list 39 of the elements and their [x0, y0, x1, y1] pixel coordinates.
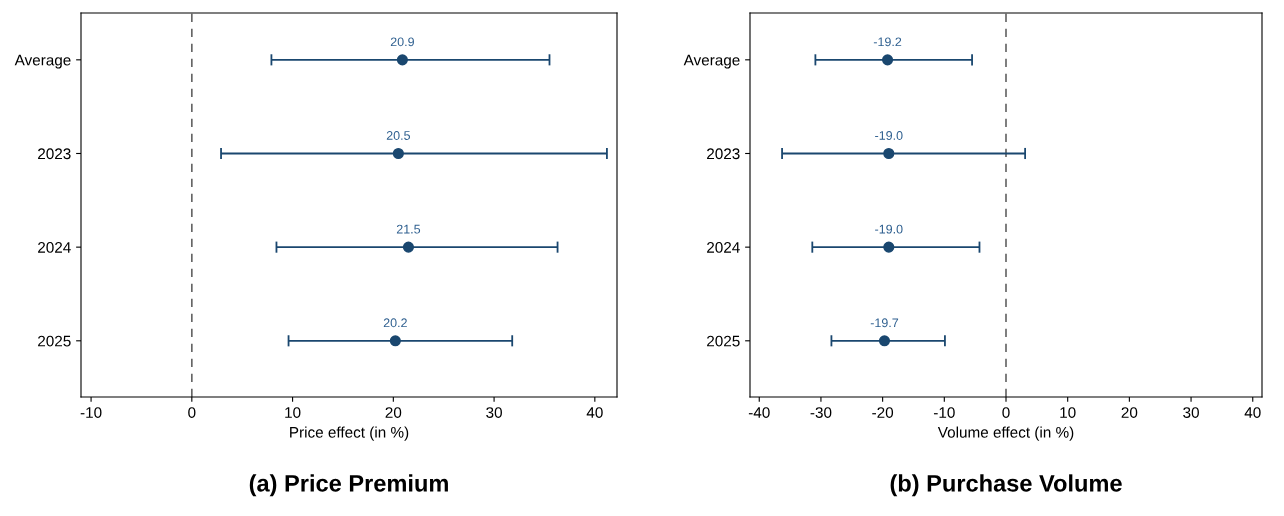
- x-tick-label: -40: [748, 407, 770, 418]
- x-tick-label: 0: [188, 407, 196, 418]
- text: (b) Purchase Volume: [890, 474, 1122, 497]
- x-axis-title: Volume effect (in %): [937, 426, 1074, 441]
- data-label: 21.5: [396, 224, 421, 234]
- x-tick-label: 10: [1060, 407, 1076, 418]
- x-tick-label: 20: [385, 407, 402, 418]
- x-tick-label: 30: [1183, 407, 1199, 418]
- y-tick-label: 2025: [38, 335, 71, 347]
- point: [392, 147, 404, 160]
- x-tick-label: 30: [486, 407, 502, 418]
- y-tick-label: 2023: [38, 148, 71, 160]
- data-label: 20.5: [386, 131, 411, 140]
- x-tick-label: 20: [1121, 407, 1138, 418]
- y-tick-label: 2024: [38, 242, 71, 253]
- x-axis-title: Price effect (in %): [290, 426, 409, 441]
- y-tick-label: Average: [683, 54, 740, 69]
- data-label: 20.2: [383, 318, 407, 328]
- point: [396, 54, 408, 66]
- point: [389, 335, 401, 347]
- data-label: -19.0: [875, 224, 903, 234]
- x-tick-label: -10: [933, 407, 955, 418]
- y-tick-label: 2024: [707, 242, 740, 253]
- y-tick-label: 2023: [707, 148, 740, 160]
- data-label: 20.9: [390, 37, 414, 47]
- x-tick-label: 10: [285, 407, 301, 418]
- y-tick-label: 2025: [707, 335, 740, 347]
- x-tick-label: -20: [872, 407, 894, 418]
- data-label: -19.7: [870, 318, 899, 328]
- x-tick-label: 40: [586, 407, 603, 418]
- y-tick-label: Average: [14, 54, 71, 69]
- x-tick-label: 40: [1244, 407, 1261, 418]
- x-tick-label: -30: [810, 407, 832, 418]
- data-label: -19.2: [873, 37, 902, 47]
- text: (a) Price Premium: [249, 474, 448, 497]
- point: [402, 241, 414, 253]
- x-tick-label: -10: [80, 407, 102, 418]
- data-label: -19.0: [875, 131, 903, 140]
- x-tick-label: 0: [1002, 407, 1010, 418]
